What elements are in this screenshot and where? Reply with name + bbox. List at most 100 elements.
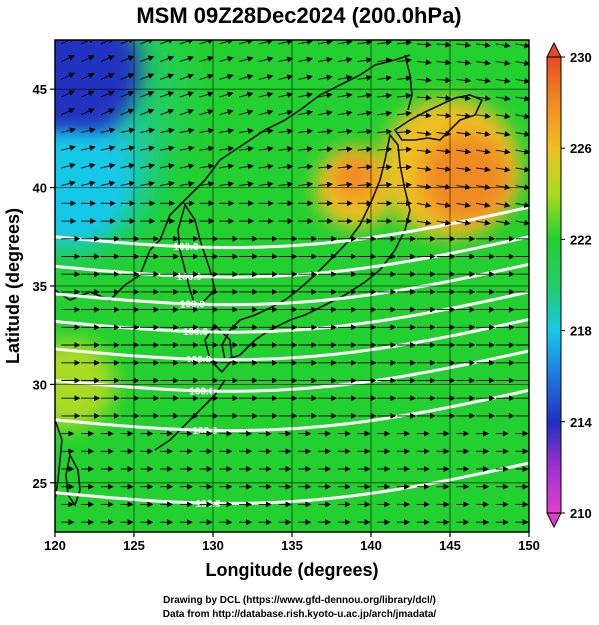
- wind-vector: [219, 109, 234, 116]
- colorbar-bottom-triangle: [546, 512, 562, 529]
- wind-vector: [377, 128, 393, 135]
- y-axis-ticks: 25 30 35 40 45: [33, 82, 55, 491]
- wind-vector: [357, 164, 373, 171]
- wind-vector: [337, 164, 353, 170]
- wind-vector: [456, 41, 472, 48]
- wind-vector: [61, 108, 75, 116]
- wind-vector: [238, 56, 254, 63]
- wind-vector: [278, 181, 294, 188]
- wind-vector: [495, 77, 511, 84]
- wind-vector: [337, 146, 353, 153]
- wind-vector: [377, 40, 393, 46]
- wind-vector: [239, 145, 254, 152]
- wind-vector: [258, 109, 274, 116]
- wind-vector: [416, 148, 432, 155]
- wind-vector: [515, 42, 529, 49]
- wind-vector: [318, 40, 333, 46]
- wind-vector: [219, 145, 235, 152]
- wind-vector: [495, 42, 511, 49]
- wind-vector: [61, 127, 76, 134]
- wind-vector: [397, 128, 412, 135]
- coastline-china-south: [55, 419, 63, 501]
- wind-vector: [179, 73, 195, 80]
- wind-vector: [140, 163, 155, 170]
- y-tick-label: 30: [33, 377, 47, 392]
- wind-vector: [495, 219, 511, 226]
- wind-vector: [377, 57, 393, 64]
- coastline-korean-peninsula: [177, 203, 216, 307]
- wind-vector: [476, 202, 491, 208]
- wind-vector: [140, 73, 155, 80]
- coastline-korea-china: [55, 54, 411, 301]
- wind-vector: [456, 219, 472, 226]
- wind-vector: [278, 109, 294, 116]
- wind-vector: [100, 73, 115, 80]
- wind-vector: [238, 109, 254, 116]
- wind-vector: [199, 128, 215, 134]
- wind-vector: [357, 181, 373, 188]
- colorbar-tick-label: 214: [570, 415, 592, 430]
- wind-vector: [337, 92, 353, 99]
- wind-vector: [377, 164, 393, 171]
- wind-vector: [337, 181, 353, 188]
- wind-vector: [357, 74, 373, 81]
- wind-vector: [397, 146, 412, 153]
- wind-vector: [100, 145, 116, 152]
- wind-vector: [100, 127, 116, 134]
- credit-line-2: Data from http://database.rish.kyoto-u.a…: [162, 609, 437, 620]
- wind-vector: [495, 113, 511, 120]
- colorbar-tick-label: 222: [570, 232, 592, 247]
- wind-vector: [219, 91, 234, 98]
- wind-vector: [100, 90, 115, 98]
- wind-vector: [515, 202, 529, 208]
- isotach-label: 100.0: [177, 272, 202, 283]
- wind-vector: [515, 219, 529, 226]
- x-tick-label: 140: [360, 538, 382, 553]
- isotach-label: 100.0: [186, 355, 211, 366]
- wind-vector: [120, 145, 136, 152]
- wind-vector: [416, 41, 432, 48]
- y-tick-label: 25: [33, 476, 47, 491]
- wind-vector: [456, 130, 472, 137]
- wind-vector: [298, 40, 313, 45]
- x-tick-label: 135: [281, 538, 303, 553]
- wind-vector: [258, 163, 274, 170]
- wind-vector: [377, 181, 393, 188]
- wind-vector: [337, 57, 353, 63]
- isotach-label: 100.0: [189, 386, 214, 397]
- wind-vector: [239, 163, 254, 170]
- y-tick-label: 40: [33, 181, 47, 196]
- isotach-label: 100.0: [183, 327, 208, 338]
- wind-vector: [318, 56, 333, 63]
- wind-vector: [199, 91, 214, 98]
- wind-vector: [179, 145, 195, 152]
- wind-vector: [219, 56, 234, 63]
- x-tick-label: 125: [123, 538, 145, 553]
- wind-vector: [160, 163, 175, 170]
- wind-vector: [476, 148, 491, 155]
- colorbar-tick-label: 230: [570, 50, 592, 65]
- wind-vector: [120, 73, 135, 80]
- wind-vector: [80, 145, 96, 151]
- wind-vector: [159, 108, 175, 116]
- wind-vector: [278, 163, 294, 170]
- wind-vector: [179, 91, 195, 98]
- wind-vector: [416, 219, 432, 226]
- wind-vector: [160, 127, 175, 134]
- wind-vector: [298, 56, 313, 63]
- wind-vector: [80, 108, 95, 116]
- wind-vector: [239, 181, 254, 188]
- temperature-blob: [420, 132, 511, 223]
- wind-vector: [416, 59, 432, 66]
- wind-vector: [140, 127, 155, 134]
- wind-vector: [140, 91, 155, 98]
- colorbar-tick-label: 226: [570, 141, 592, 156]
- wind-vector: [515, 166, 529, 173]
- wind-vector: [397, 57, 412, 64]
- wind-vector: [337, 110, 353, 117]
- wind-vector: [476, 77, 491, 84]
- wind-vector: [80, 72, 95, 80]
- temperature-blob: [55, 40, 141, 140]
- y-tick-label: 35: [33, 279, 47, 294]
- wind-vector: [357, 110, 373, 117]
